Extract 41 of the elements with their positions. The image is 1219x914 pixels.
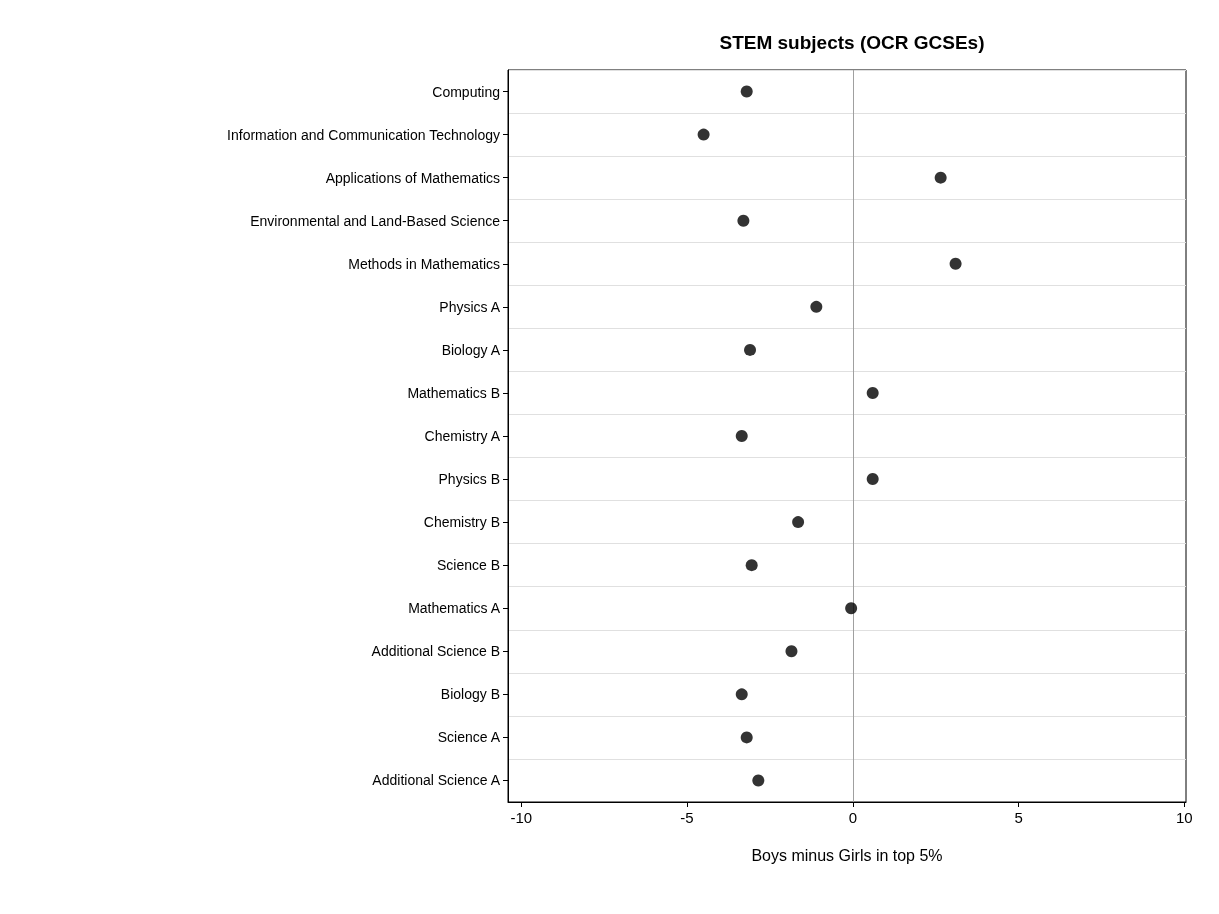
point xyxy=(745,559,758,572)
y-tick-label: Additional Science A xyxy=(372,772,501,789)
y-tick-label: Chemistry B xyxy=(423,514,500,531)
y-tick-label: Methods in Mathematics xyxy=(348,255,500,272)
point xyxy=(934,171,947,184)
point xyxy=(866,386,879,399)
point xyxy=(792,516,805,529)
x-tick-label: -10 xyxy=(510,809,533,826)
y-tick-label: Physics A xyxy=(439,298,501,315)
y-tick-label: Mathematics B xyxy=(407,384,500,401)
y-tick-label: Applications of Mathematics xyxy=(325,169,500,186)
point xyxy=(735,688,748,701)
point xyxy=(737,214,750,227)
x-tick-label: 5 xyxy=(1014,809,1023,826)
point xyxy=(949,257,962,270)
point xyxy=(810,300,823,313)
point xyxy=(740,85,753,98)
x-axis-title: Boys minus Girls in top 5% xyxy=(751,846,943,864)
y-tick-label: Chemistry A xyxy=(424,428,501,444)
point xyxy=(744,343,757,356)
y-tick-label: Environmental and Land-Based Science xyxy=(250,212,501,229)
y-tick-label: Physics B xyxy=(438,471,500,488)
y-tick-label: Computing xyxy=(432,83,500,100)
chart-title: STEM subjects (OCR GCSEs) xyxy=(719,32,985,53)
point xyxy=(752,774,765,787)
y-tick-label: Information and Communication Technology xyxy=(227,126,500,143)
point xyxy=(866,473,879,486)
point xyxy=(740,731,753,744)
point xyxy=(735,430,748,442)
y-tick-label: Mathematics A xyxy=(408,600,501,617)
point xyxy=(697,128,710,141)
y-tick-label: Science B xyxy=(436,557,500,574)
point xyxy=(845,602,858,615)
y-tick-label: Biology A xyxy=(441,341,501,358)
x-tick-label: -5 xyxy=(680,809,694,826)
point xyxy=(785,645,798,658)
x-tick-label: 0 xyxy=(848,809,857,826)
y-tick-label: Additional Science B xyxy=(371,643,500,660)
y-tick-label: Biology B xyxy=(440,686,500,703)
x-tick-label: 10 xyxy=(1176,809,1193,826)
y-tick-label: Science A xyxy=(437,729,501,746)
